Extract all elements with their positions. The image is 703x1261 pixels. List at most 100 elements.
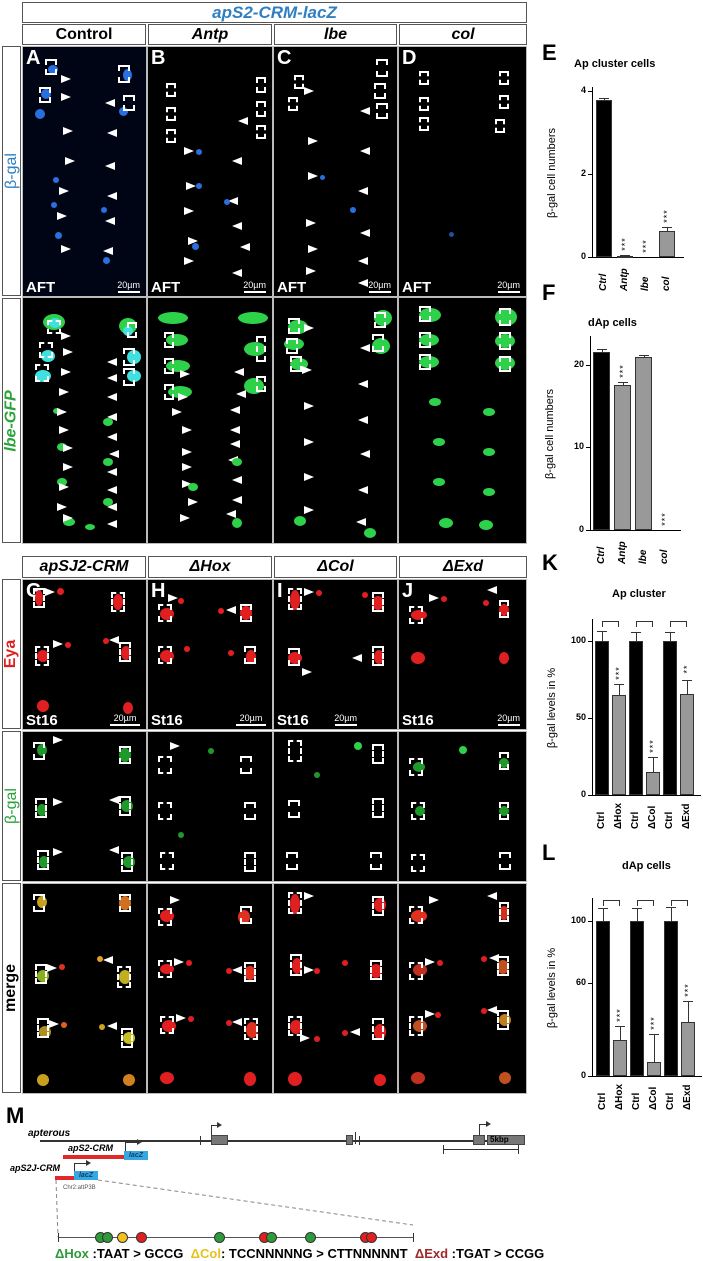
- panel-i-eya: I St16 20µm: [273, 579, 398, 730]
- bar: [681, 1022, 695, 1076]
- y-tick: [588, 174, 592, 175]
- bar: [680, 694, 694, 795]
- error-cap: [618, 382, 628, 383]
- y-tick: [588, 795, 592, 796]
- significance-stars: ***: [662, 206, 672, 226]
- y-axis: [592, 898, 593, 1076]
- y-tick-label: 50: [566, 712, 586, 722]
- y-tick: [586, 530, 590, 531]
- y-tick: [588, 718, 592, 719]
- chart-title: Ap cluster cells: [574, 58, 655, 70]
- error-cap: [683, 1001, 693, 1002]
- error-bar: [636, 632, 637, 641]
- binding-site-dot: [117, 1232, 128, 1243]
- y-axis-label: β-gal levels in %: [546, 658, 558, 758]
- panel-b-antp-lbe-gfp: [147, 297, 273, 544]
- column-header-delta-exd: ΔExd: [399, 556, 527, 578]
- significance-stars: ***: [648, 736, 658, 756]
- y-tick-label: 0: [564, 524, 584, 534]
- scale-bar: 20µm: [117, 280, 140, 293]
- error-bar: [671, 907, 672, 921]
- y-axis: [590, 336, 591, 530]
- gene-diagram: M apterous apS2-CRM lacZ apS2J-CRM lacZ …: [0, 1095, 703, 1259]
- bar: [612, 695, 626, 795]
- figure-title: apS2-CRM-lacZ: [22, 2, 527, 23]
- error-bar: [637, 908, 638, 920]
- error-cap: [597, 349, 607, 350]
- bar: [646, 772, 660, 795]
- error-cap: [682, 680, 692, 681]
- x-tick-label: Ctrl: [664, 812, 675, 829]
- comparison-bracket: [603, 900, 620, 906]
- panel-c-lbe-lbe-gfp: [273, 297, 398, 544]
- error-cap: [666, 907, 676, 908]
- error-cap: [662, 227, 672, 228]
- significance-stars: ***: [620, 234, 630, 254]
- binding-site-dot: [266, 1232, 277, 1243]
- panel-j-beta-gal: [398, 731, 527, 882]
- y-axis-label: β-gal cell numbers: [546, 123, 558, 223]
- bar: [659, 231, 675, 257]
- panel-i-beta-gal: [273, 731, 398, 882]
- chart-title: dAp cells: [588, 317, 637, 329]
- panel-h-eya: H St16 20µm: [147, 579, 273, 730]
- chart-title: dAp cells: [622, 860, 671, 872]
- column-header-antp: Antp: [148, 24, 272, 45]
- y-axis: [592, 87, 593, 257]
- error-bar: [619, 684, 620, 695]
- error-bar: [654, 1034, 655, 1062]
- error-bar: [688, 1001, 689, 1021]
- panel-j-merge: [398, 883, 527, 1094]
- panel-b-antp-beta-gal: B AFT 20µm: [147, 46, 273, 297]
- x-tick-label: ΔHox: [613, 803, 624, 829]
- error-cap: [614, 684, 624, 685]
- panel-letter: E: [542, 40, 557, 66]
- y-tick-label: 60: [566, 977, 586, 987]
- panel-letter: L: [542, 840, 555, 866]
- column-header-apsj2-crm: apSJ2-CRM: [22, 556, 146, 578]
- x-tick-label: ΔExd: [681, 803, 692, 829]
- binding-site-dot: [102, 1232, 113, 1243]
- panel-a-control-lbe-gfp: [22, 297, 147, 544]
- significance-stars: ***: [618, 361, 628, 381]
- column-header-lbe: lbe: [274, 24, 397, 45]
- error-cap: [615, 1026, 625, 1027]
- y-tick: [588, 921, 592, 922]
- panel-g-beta-gal: [22, 731, 147, 882]
- panel-g-eya: G St16 20µm: [22, 579, 147, 730]
- panel-d-col-beta-gal: D AFT 20µm: [398, 46, 527, 297]
- bar: [630, 921, 644, 1076]
- error-cap: [599, 98, 609, 99]
- panel-h-beta-gal: [147, 731, 273, 882]
- y-tick-label: 2: [566, 168, 586, 178]
- y-tick-label: 0: [566, 1070, 586, 1080]
- x-axis: [592, 257, 684, 258]
- x-tick-label: Ctrl: [630, 812, 641, 829]
- panel-j-eya: J St16 20µm: [398, 579, 527, 730]
- binding-site-dot: [136, 1232, 147, 1243]
- cluster-box: [39, 87, 51, 103]
- y-tick: [588, 641, 592, 642]
- error-cap: [648, 757, 658, 758]
- row-label-beta-gal-green: β-gal: [2, 731, 21, 881]
- y-tick-label: 0: [566, 251, 586, 261]
- y-tick: [588, 983, 592, 984]
- binding-site-dot: [305, 1232, 316, 1243]
- bar: [593, 352, 610, 530]
- y-tick-label: 4: [566, 85, 586, 95]
- x-tick-label: ΔCol: [647, 806, 658, 829]
- error-bar: [602, 631, 603, 642]
- binding-site-dot: [366, 1232, 377, 1243]
- comparison-bracket: [671, 900, 688, 906]
- error-cap: [620, 255, 630, 256]
- y-tick-label: 100: [566, 915, 586, 925]
- bar: [595, 641, 609, 795]
- significance-stars: ***: [614, 663, 624, 683]
- bar: [635, 357, 652, 530]
- error-bar: [687, 680, 688, 694]
- panel-letter: K: [542, 550, 558, 576]
- bar: [663, 641, 677, 795]
- row-label-beta-gal: β-gal: [2, 46, 21, 296]
